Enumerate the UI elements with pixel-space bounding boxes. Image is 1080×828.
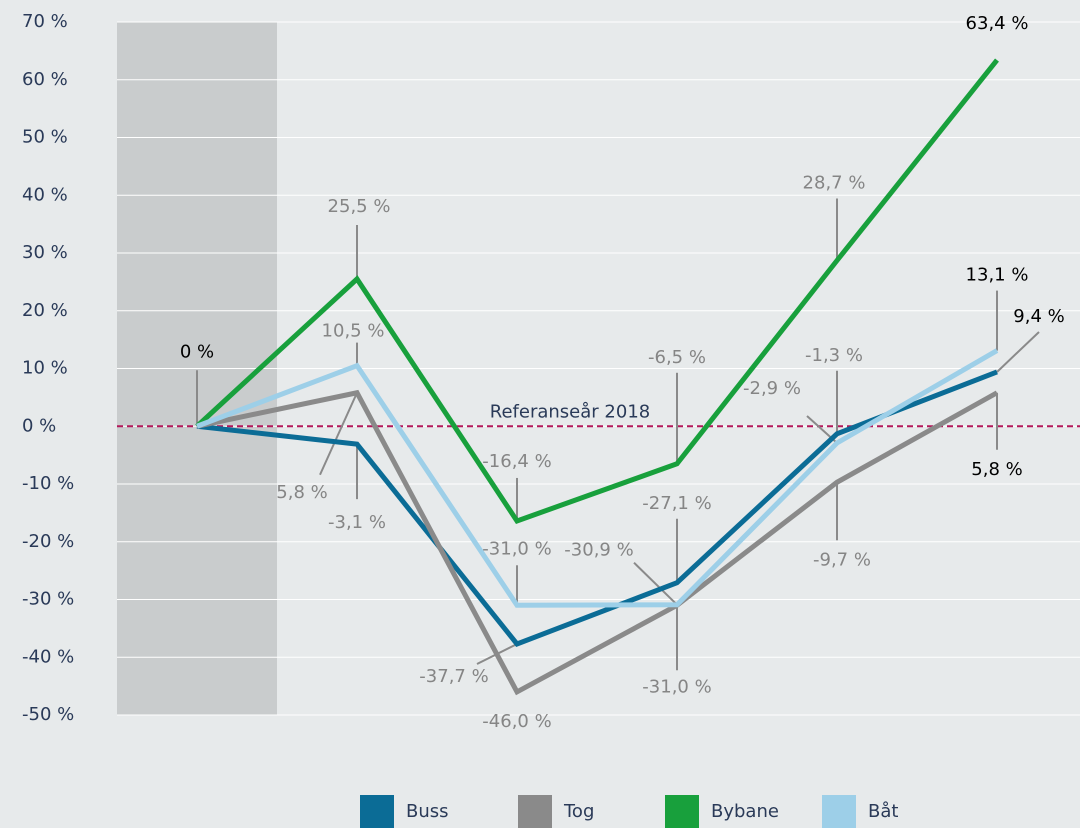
y-tick-label: -50 % (22, 704, 74, 725)
y-tick-label: 50 % (22, 127, 68, 148)
y-tick-label: 60 % (22, 69, 68, 90)
y-tick-label: 20 % (22, 300, 68, 321)
y-tick-label: 40 % (22, 184, 68, 205)
data-label: -16,4 % (482, 451, 551, 472)
series-line (196, 389, 999, 696)
leader-line (996, 331, 1040, 373)
y-tick-label: -30 % (22, 589, 74, 610)
legend-swatch (518, 795, 552, 828)
data-label: -2,9 % (743, 378, 801, 399)
y-tick-label: -10 % (22, 473, 74, 494)
data-label: -1,3 % (805, 345, 863, 366)
data-label: 13,1 % (966, 265, 1029, 286)
y-tick-label: 0 % (22, 415, 56, 436)
y-tick-label: 30 % (22, 242, 68, 263)
legend-label: Bybane (711, 801, 779, 822)
legend-swatch (822, 795, 856, 828)
data-label: -3,1 % (328, 512, 386, 533)
y-tick-label: 70 % (22, 11, 68, 32)
leader-line (633, 561, 678, 606)
y-tick-label: 10 % (22, 358, 68, 379)
legend-label: Tog (563, 801, 594, 822)
data-label: 28,7 % (803, 173, 866, 194)
data-label: 5,8 % (276, 482, 327, 503)
data-label: -37,7 % (419, 666, 488, 687)
data-label: 10,5 % (322, 321, 385, 342)
legend-swatch (665, 795, 699, 828)
series-line (196, 369, 998, 647)
data-label: -46,0 % (482, 711, 551, 732)
legend-label: Båt (868, 801, 898, 822)
legend-swatch (360, 795, 394, 828)
data-label: -9,7 % (813, 549, 871, 570)
reference-label: Referanseår 2018 (490, 401, 650, 422)
data-label: 5,8 % (971, 459, 1022, 480)
data-label: 25,5 % (328, 196, 391, 217)
legend-label: Buss (406, 801, 449, 822)
data-label: 0 % (180, 341, 214, 362)
series-line (195, 58, 999, 524)
leader-line (319, 392, 358, 476)
data-label: -30,9 % (564, 540, 633, 561)
data-label: -6,5 % (648, 347, 706, 368)
series-line (196, 348, 999, 608)
data-label: 9,4 % (1013, 306, 1064, 327)
data-label: -31,0 % (482, 538, 551, 559)
data-label: -31,0 % (642, 676, 711, 697)
data-label: -27,1 % (642, 493, 711, 514)
data-label: 63,4 % (966, 13, 1029, 34)
y-tick-label: -20 % (22, 531, 74, 552)
y-tick-label: -40 % (22, 646, 74, 667)
